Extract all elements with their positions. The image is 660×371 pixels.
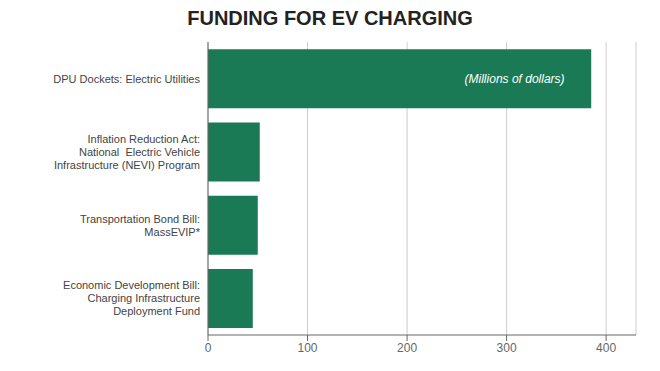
svg-text:200: 200 — [397, 341, 417, 355]
svg-text:DPU Dockets: Electric Utilitie: DPU Dockets: Electric Utilities — [53, 73, 200, 85]
svg-text:Transportation Bond Bill:MassE: Transportation Bond Bill:MassEVIP* — [80, 213, 201, 238]
svg-text:Economic Development Bill:Char: Economic Development Bill:Charging Infra… — [63, 279, 200, 317]
svg-text:100: 100 — [298, 341, 318, 355]
html-text:FUNDING FOR EV CHARGING: FUNDING FOR EV CHARGING — [187, 7, 473, 29]
svg-text:0: 0 — [205, 341, 212, 355]
svg-text:400: 400 — [596, 341, 616, 355]
svg-text:Inflation Reduction Act:Nation: Inflation Reduction Act:National Electri… — [54, 133, 200, 171]
svg-text:(Millions of dollars): (Millions of dollars) — [465, 72, 565, 86]
svg-text:300: 300 — [497, 341, 517, 355]
